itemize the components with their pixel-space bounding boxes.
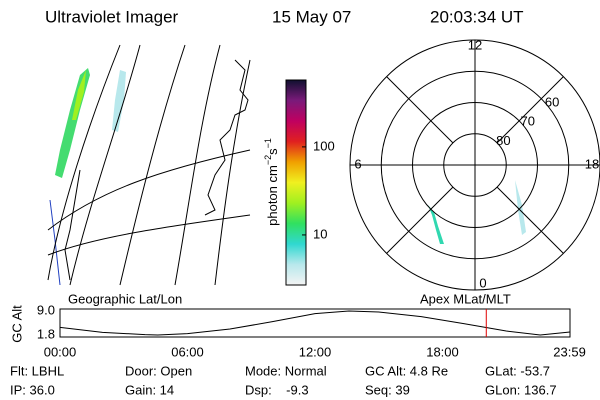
title: Ultraviolet Imager [45,7,179,26]
polar-diagonal [496,186,564,254]
polar-ring-label: 80 [496,133,510,148]
colorbar-tick-label: 10 [313,226,327,241]
status-field: Seq: 39 [365,382,410,397]
map-image [47,44,251,286]
altitude-x-tick-label: 06:00 [171,344,204,359]
time: 20:03:34 UT [430,7,524,26]
status-field: GLat: -53.7 [485,363,550,378]
altitude-x-tick-label: 23:59 [553,344,586,359]
status-panel: Flt: LBHL Door: Open Mode: Normal GC Alt: 4… [10,363,557,397]
polar-label: Apex MLat/MLT [420,291,511,306]
status-field: GC Alt: 4.8 Re [365,363,448,378]
status-field: Gain: 14 [125,382,174,397]
colorbar-label: photon cm−2s−1 [263,138,280,226]
altitude-line [59,310,571,336]
polar-ring-label: 70 [521,114,535,129]
map-label: Geographic Lat/Lon [68,291,182,306]
altitude-axis-label: GC Alt [9,305,24,343]
status-field: GLon: 136.7 [485,382,557,397]
status-field: IP: 36.0 [10,382,55,397]
colorbar-fill [285,79,307,286]
altitude-y-tick-label: 1.8 [37,326,55,341]
date: 15 May 07 [272,7,351,26]
status-field: Mode: Normal [245,363,327,378]
polar-ring-label: 60 [545,94,559,109]
altitude-x-tick-label: 12:00 [299,344,332,359]
altitude-y-tick-label: 9.0 [37,302,55,317]
status-field: Dsp: -9.3 [245,382,309,397]
colorbar: 10 100 [285,79,335,286]
polar-mlt-label: 6 [354,156,361,171]
colorbar-tick-label: 100 [313,138,335,153]
polar-mlt-label: 0 [479,275,486,290]
status-field: Door: Open [125,363,192,378]
polar-diagonal [386,186,454,254]
altitude-frame [59,308,571,338]
status-field: Flt: LBHL [10,363,64,378]
altitude-plot: 9.0 1.8 00:00 06:00 12:00 18:00 23:59 [37,302,586,359]
altitude-x-tick-label: 00:00 [44,344,77,359]
altitude-x-tick-label: 18:00 [426,344,459,359]
polar-mlt-label: 12 [468,37,482,52]
polar-diagonal [496,76,564,144]
polar-diagonal [386,76,454,144]
polar-mlt-label: 18 [585,156,599,171]
